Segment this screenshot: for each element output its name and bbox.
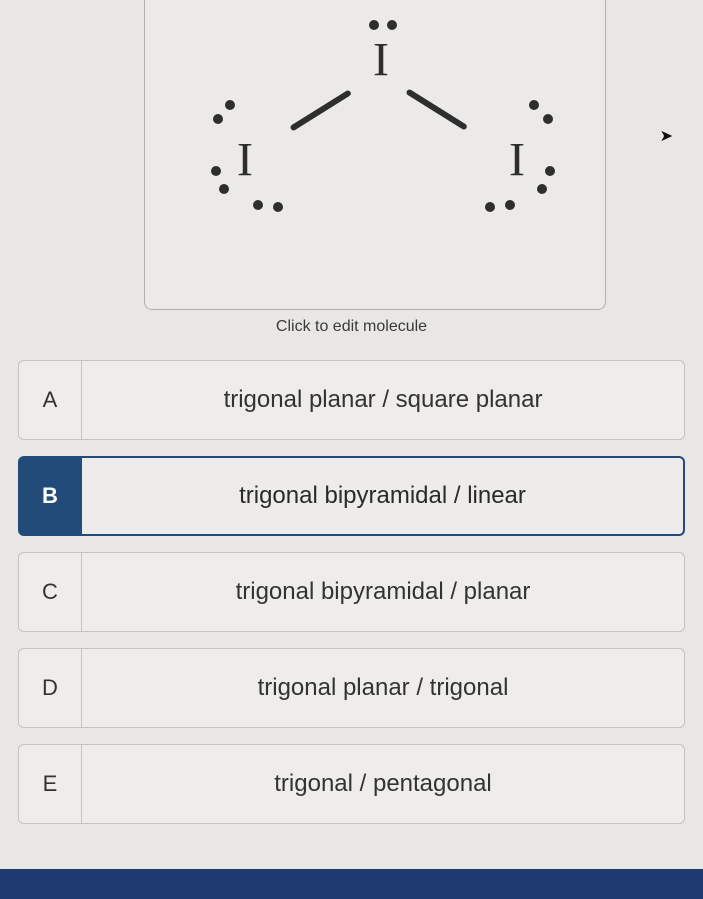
atom-label: I [373,33,389,88]
option-e[interactable]: Etrigonal / pentagonal [18,744,685,824]
option-text: trigonal bipyramidal / linear [82,456,685,536]
bond [289,89,352,131]
option-text: trigonal planar / square planar [82,360,685,440]
bottom-nav-bar [0,869,703,899]
lone-pair-dot [369,20,379,30]
option-a[interactable]: Atrigonal planar / square planar [18,360,685,440]
lone-pair-dot [545,166,555,176]
lone-pair-dot [387,20,397,30]
option-letter: E [18,744,82,824]
lone-pair-dot [537,184,547,194]
option-text: trigonal bipyramidal / planar [82,552,685,632]
molecule-canvas[interactable]: I I I [145,0,605,309]
lone-pair-dot [505,200,515,210]
atom-label: I [237,133,253,188]
atom-label: I [509,133,525,188]
option-d[interactable]: Dtrigonal planar / trigonal [18,648,685,728]
lone-pair-dot [213,114,223,124]
option-c[interactable]: Ctrigonal bipyramidal / planar [18,552,685,632]
option-letter: B [18,456,82,536]
lone-pair-dot [253,200,263,210]
lone-pair-dot [273,202,283,212]
lone-pair-dot [543,114,553,124]
bond [405,88,468,130]
cursor-icon: ➤ [660,126,673,146]
option-letter: A [18,360,82,440]
option-letter: C [18,552,82,632]
lone-pair-dot [529,100,539,110]
lone-pair-dot [211,166,221,176]
lone-pair-dot [219,184,229,194]
option-letter: D [18,648,82,728]
option-text: trigonal / pentagonal [82,744,685,824]
option-text: trigonal planar / trigonal [82,648,685,728]
lone-pair-dot [225,100,235,110]
answer-options: Atrigonal planar / square planarBtrigona… [18,360,685,840]
molecule-caption: Click to edit molecule [0,318,703,336]
option-b[interactable]: Btrigonal bipyramidal / linear [18,456,685,536]
lone-pair-dot [485,202,495,212]
molecule-editor-frame[interactable]: I I I [144,0,606,310]
